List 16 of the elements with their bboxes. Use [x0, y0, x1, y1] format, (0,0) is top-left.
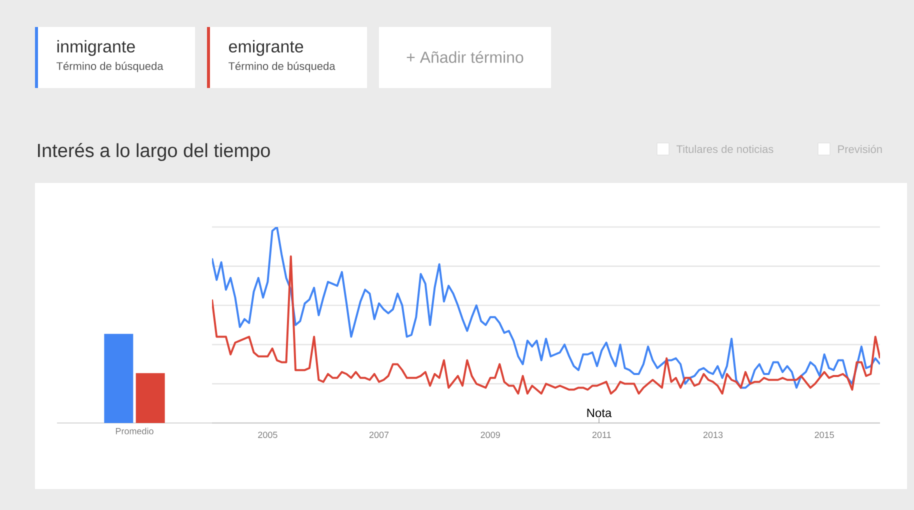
text: Titulares de noticias — [676, 144, 774, 154]
x-tick-label: 2007 — [369, 432, 389, 438]
text: Término de búsqueda — [56, 62, 164, 72]
text: Previsión — [838, 144, 882, 154]
x-tick-label: 2005 — [258, 432, 278, 438]
text: Término de búsqueda — [228, 62, 336, 72]
x-tick-label: Promedio — [116, 428, 154, 434]
legend-label: inmigrante — [57, 40, 135, 56]
x-tick-label: 2009 — [480, 432, 500, 438]
x-tick-label: 2013 — [703, 432, 723, 438]
annotation: Nota — [587, 408, 612, 418]
text: + Añadir término — [406, 51, 524, 63]
chart-title: Interés a lo largo del tiempo — [38, 143, 270, 161]
x-tick-label: 2015 — [814, 432, 834, 438]
legend-label: emigrante — [229, 40, 304, 56]
x-tick-label: 2011 — [592, 432, 611, 438]
